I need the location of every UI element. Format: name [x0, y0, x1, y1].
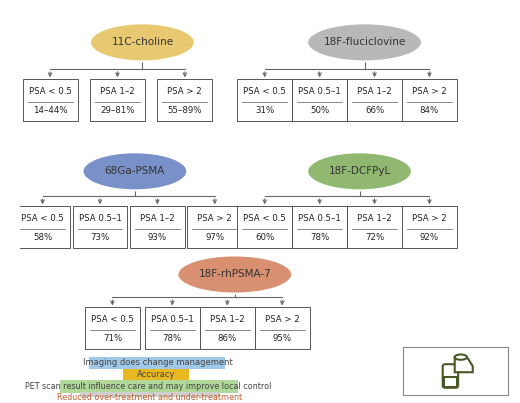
Text: PSA > 2: PSA > 2: [265, 315, 300, 324]
FancyBboxPatch shape: [158, 79, 212, 121]
Text: 86%: 86%: [218, 334, 237, 343]
Text: PSA > 2: PSA > 2: [167, 87, 202, 96]
Text: 18F-fluciclovine: 18F-fluciclovine: [323, 37, 406, 48]
Text: 84%: 84%: [420, 106, 439, 115]
Text: Reduced over-treatment and under-treatment: Reduced over-treatment and under-treatme…: [57, 393, 242, 402]
FancyBboxPatch shape: [60, 380, 238, 393]
Text: PSA > 2: PSA > 2: [412, 87, 447, 96]
Text: 71%: 71%: [103, 334, 122, 343]
FancyBboxPatch shape: [347, 79, 402, 121]
Text: 73%: 73%: [90, 233, 110, 242]
Ellipse shape: [177, 256, 292, 293]
Text: 31%: 31%: [255, 106, 275, 115]
Text: 18F-DCFPyL: 18F-DCFPyL: [329, 166, 391, 177]
Text: 55–89%: 55–89%: [167, 106, 202, 115]
Text: 50%: 50%: [310, 106, 329, 115]
PathPatch shape: [454, 357, 473, 372]
Text: PSA < 0.5: PSA < 0.5: [29, 87, 71, 96]
Ellipse shape: [307, 23, 422, 61]
Ellipse shape: [83, 152, 187, 190]
Text: 78%: 78%: [310, 233, 329, 242]
Text: PSA < 0.5: PSA < 0.5: [91, 315, 134, 324]
Text: 72%: 72%: [365, 233, 384, 242]
Text: 14–44%: 14–44%: [33, 106, 68, 115]
FancyBboxPatch shape: [402, 206, 457, 248]
FancyBboxPatch shape: [15, 206, 70, 248]
Text: PSA 1–2: PSA 1–2: [357, 214, 392, 222]
Text: Accuracy: Accuracy: [137, 370, 175, 379]
Text: PSA 0.5–1: PSA 0.5–1: [151, 315, 194, 324]
FancyBboxPatch shape: [187, 206, 242, 248]
Text: 95%: 95%: [272, 334, 292, 343]
Ellipse shape: [307, 152, 412, 190]
Text: PSA 0.5–1: PSA 0.5–1: [79, 214, 121, 222]
Text: PSA 0.5–1: PSA 0.5–1: [298, 87, 341, 96]
FancyBboxPatch shape: [22, 79, 77, 121]
FancyBboxPatch shape: [292, 79, 347, 121]
FancyBboxPatch shape: [130, 206, 185, 248]
FancyBboxPatch shape: [145, 307, 200, 349]
Text: PSA < 0.5: PSA < 0.5: [243, 87, 286, 96]
Text: 58%: 58%: [33, 233, 52, 242]
Text: PSA > 2: PSA > 2: [412, 214, 447, 222]
Text: PSA < 0.5: PSA < 0.5: [21, 214, 64, 222]
Text: 18F-rhPSMA-7: 18F-rhPSMA-7: [199, 270, 271, 280]
Text: 78%: 78%: [163, 334, 182, 343]
Text: PSA < 0.5: PSA < 0.5: [243, 214, 286, 222]
FancyBboxPatch shape: [85, 307, 140, 349]
FancyBboxPatch shape: [292, 206, 347, 248]
Text: 93%: 93%: [148, 233, 167, 242]
FancyBboxPatch shape: [237, 79, 292, 121]
FancyBboxPatch shape: [347, 206, 402, 248]
FancyBboxPatch shape: [89, 357, 225, 369]
Text: 66%: 66%: [365, 106, 384, 115]
Text: Imaging does change management: Imaging does change management: [83, 359, 232, 368]
FancyBboxPatch shape: [443, 364, 458, 388]
Text: PSA 0.5–1: PSA 0.5–1: [298, 214, 341, 222]
FancyBboxPatch shape: [200, 307, 255, 349]
Text: 68Ga-PSMA: 68Ga-PSMA: [105, 166, 165, 177]
Text: PET scan result influence care and may improve local control: PET scan result influence care and may i…: [25, 382, 272, 391]
FancyBboxPatch shape: [72, 206, 127, 248]
Text: 60%: 60%: [255, 233, 275, 242]
FancyBboxPatch shape: [237, 206, 292, 248]
Ellipse shape: [454, 355, 467, 360]
Text: PSA > 2: PSA > 2: [198, 214, 232, 222]
Text: 29–81%: 29–81%: [100, 106, 135, 115]
Text: PSA 1–2: PSA 1–2: [140, 214, 175, 222]
Text: 11C-choline: 11C-choline: [111, 37, 174, 48]
FancyBboxPatch shape: [402, 79, 457, 121]
Text: 97%: 97%: [205, 233, 224, 242]
FancyBboxPatch shape: [80, 392, 220, 403]
FancyBboxPatch shape: [90, 79, 145, 121]
FancyBboxPatch shape: [255, 307, 309, 349]
Text: 92%: 92%: [420, 233, 439, 242]
FancyBboxPatch shape: [444, 378, 457, 386]
FancyBboxPatch shape: [123, 368, 189, 381]
FancyBboxPatch shape: [403, 347, 509, 395]
Text: PSA 1–2: PSA 1–2: [100, 87, 135, 96]
Ellipse shape: [90, 23, 195, 61]
Text: PSA 1–2: PSA 1–2: [210, 315, 244, 324]
Text: PSA 1–2: PSA 1–2: [357, 87, 392, 96]
